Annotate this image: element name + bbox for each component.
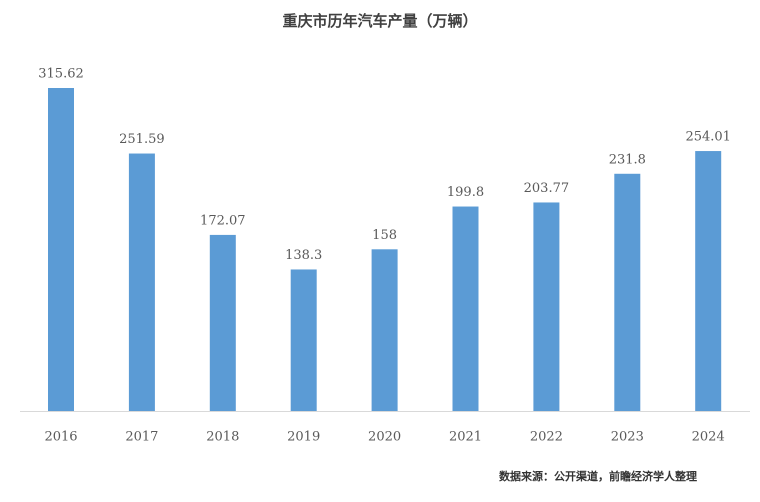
value-label: 315.62 xyxy=(38,67,84,82)
x-tick-label: 2017 xyxy=(125,430,158,445)
chart-title: 重庆市历年汽车产量（万辆） xyxy=(282,12,477,30)
value-label: 254.01 xyxy=(685,130,731,145)
bar xyxy=(209,234,236,411)
x-tick-label: 2016 xyxy=(44,430,77,445)
value-label: 203.77 xyxy=(524,181,570,196)
x-tick-label: 2024 xyxy=(692,430,725,445)
value-label: 251.59 xyxy=(119,132,165,147)
x-tick-label: 2021 xyxy=(449,430,482,445)
bar xyxy=(371,249,398,411)
value-label: 231.8 xyxy=(609,152,646,167)
bar xyxy=(452,206,479,411)
value-label: 158 xyxy=(372,228,397,243)
x-tick-label: 2023 xyxy=(611,430,644,445)
bar xyxy=(695,151,722,411)
x-tick-label: 2019 xyxy=(287,430,320,445)
bar xyxy=(128,153,155,411)
source-note: 数据来源：公开渠道，前瞻经济学人整理 xyxy=(499,469,697,483)
bar xyxy=(48,88,74,411)
bar xyxy=(533,202,560,411)
bar xyxy=(614,173,641,411)
value-label: 172.07 xyxy=(200,213,246,228)
x-tick-label: 2018 xyxy=(206,430,239,445)
x-tick-label: 2020 xyxy=(368,430,401,445)
x-tick-label: 2022 xyxy=(530,430,563,445)
value-label: 138.3 xyxy=(285,248,322,263)
bar xyxy=(290,269,317,411)
value-label: 199.8 xyxy=(447,185,484,200)
